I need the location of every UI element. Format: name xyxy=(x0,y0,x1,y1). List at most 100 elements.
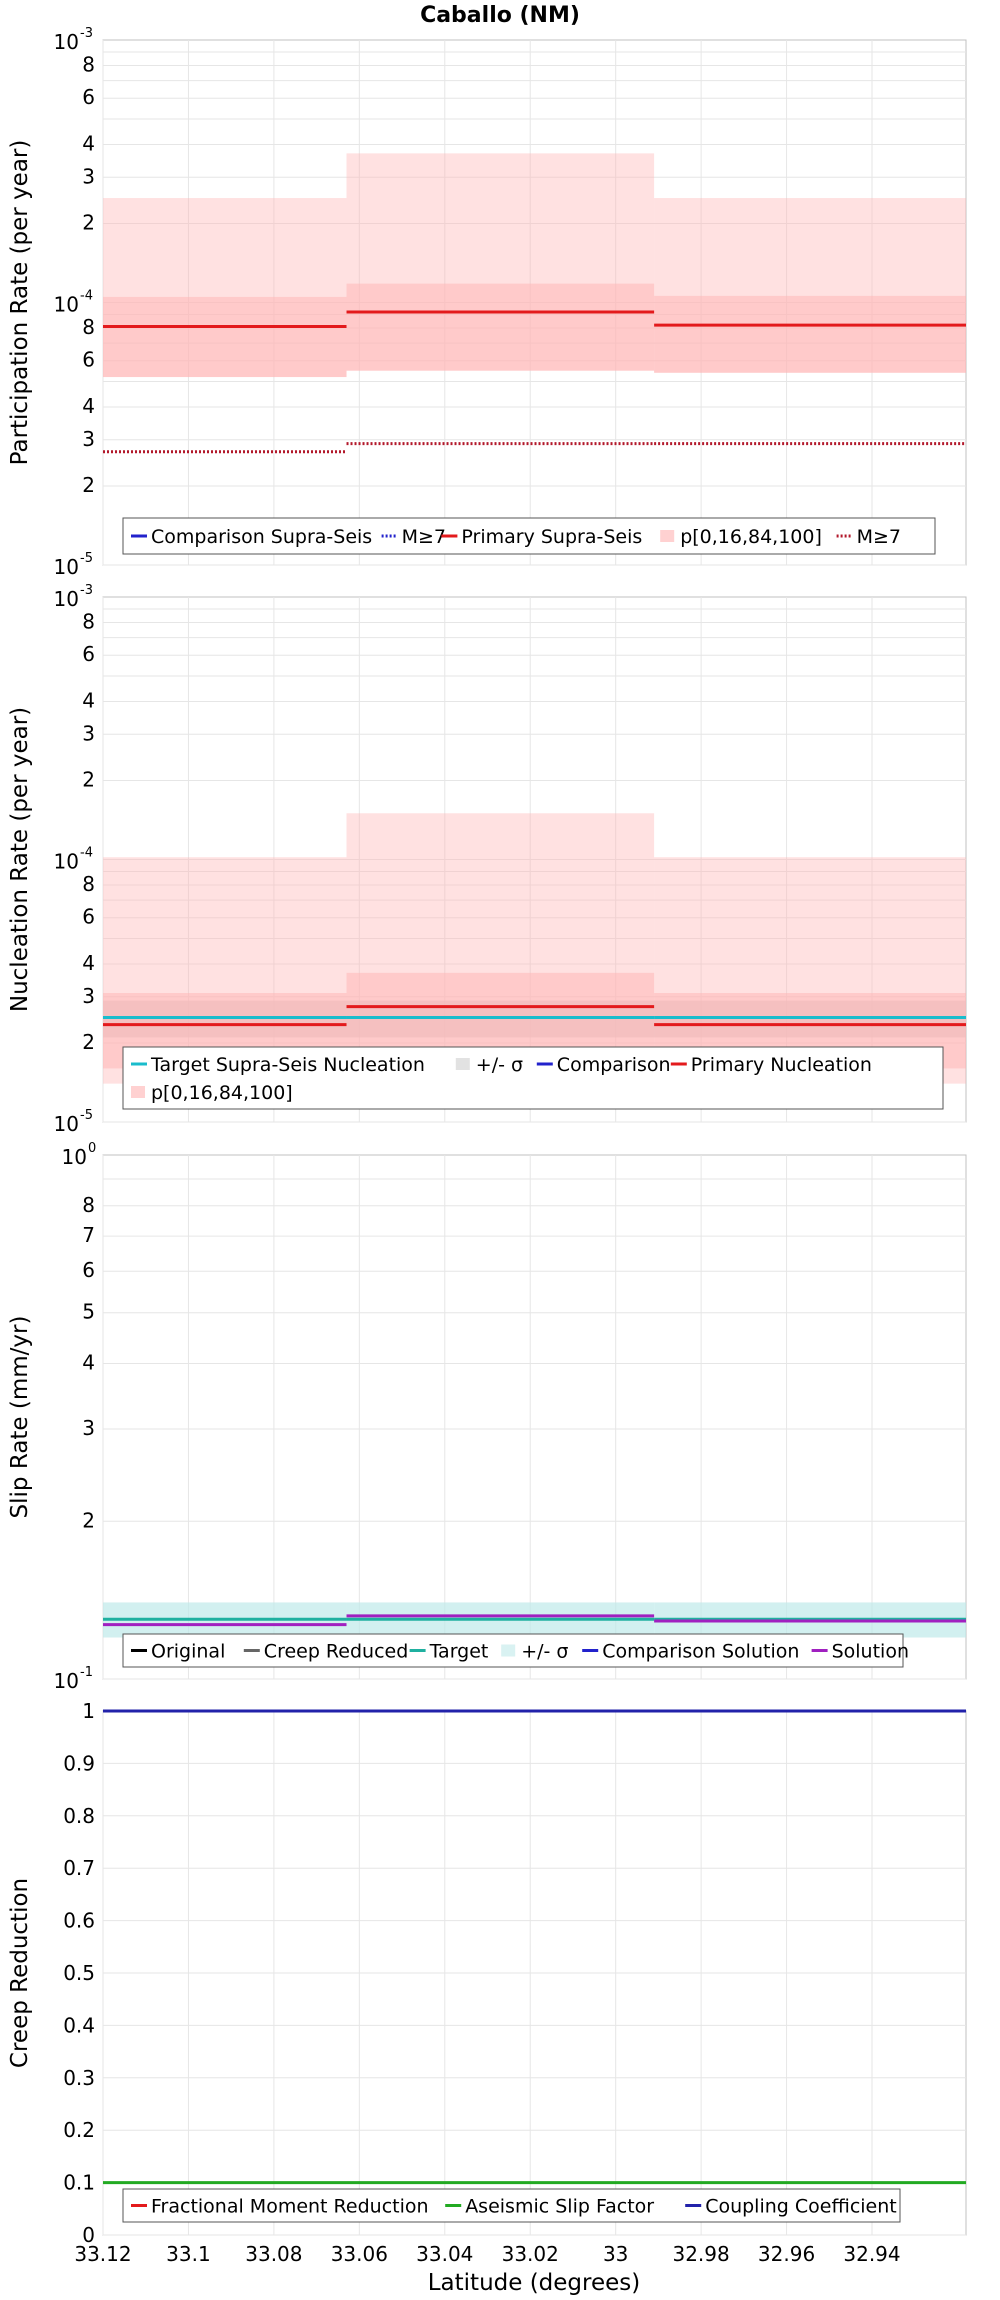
y-tick-label: 8 xyxy=(82,52,95,76)
y-tick-exponent: -5 xyxy=(80,551,93,566)
y-tick-label: 6 xyxy=(82,642,95,666)
y-axis-label: Nucleation Rate (per year) xyxy=(7,707,33,1012)
y-tick-exponent: -3 xyxy=(80,583,93,598)
y-tick-label: 7 xyxy=(82,1223,95,1247)
y-tick-label: 2 xyxy=(82,767,95,791)
chart-title: Caballo (NM) xyxy=(420,3,580,28)
x-axis-label: Latitude (degrees) xyxy=(428,2270,641,2296)
legend-label: M≥7 xyxy=(857,526,901,548)
legend-swatch xyxy=(455,1058,470,1070)
y-tick-label: 8 xyxy=(82,609,95,633)
y-tick-exponent: 0 xyxy=(88,1141,96,1156)
percentile-band-inner xyxy=(346,283,655,371)
y-tick-label: 5 xyxy=(82,1300,95,1324)
y-tick-label: 10 xyxy=(54,587,79,611)
y-tick-exponent: -4 xyxy=(80,289,93,304)
x-tick-label: 33 xyxy=(603,2242,628,2266)
legend-label: Comparison xyxy=(557,1054,671,1076)
x-tick-label: 32.98 xyxy=(672,2242,729,2266)
legend-label: +/- σ xyxy=(521,1641,568,1663)
y-tick-label: 4 xyxy=(82,394,95,418)
legend-label: Comparison Supra-Seis xyxy=(151,526,372,548)
y-tick-label: 8 xyxy=(82,872,95,896)
x-tick-label: 33.06 xyxy=(331,2242,388,2266)
x-tick-label: 33.1 xyxy=(166,2242,211,2266)
y-tick-label: 6 xyxy=(82,1258,95,1282)
y-tick-label: 10 xyxy=(54,555,79,579)
percentile-band-inner xyxy=(346,972,655,1055)
legend-label: Target xyxy=(429,1641,489,1663)
legend-label: M≥7 xyxy=(402,526,446,548)
y-tick-label: 4 xyxy=(82,688,95,712)
y-tick-label: 0.5 xyxy=(63,1961,95,1985)
y-tick-exponent: -1 xyxy=(80,1665,93,1680)
y-tick-label: 0.6 xyxy=(63,1909,95,1933)
y-tick-label: 0.7 xyxy=(63,1856,95,1880)
legend-label: Original xyxy=(151,1641,225,1663)
y-tick-label: 3 xyxy=(82,984,95,1008)
legend-swatch xyxy=(501,1644,516,1657)
legend-label: p[0,16,84,100] xyxy=(680,526,822,548)
y-tick-label: 10 xyxy=(54,1669,79,1693)
y-tick-label: 3 xyxy=(82,164,95,188)
y-tick-label: 2 xyxy=(82,1508,95,1532)
y-tick-label: 10 xyxy=(62,1145,87,1169)
y-tick-label: 0.8 xyxy=(63,1804,95,1828)
y-tick-label: 0.9 xyxy=(63,1751,95,1775)
y-tick-label: 6 xyxy=(82,348,95,372)
x-tick-label: 32.94 xyxy=(843,2242,900,2266)
y-tick-exponent: -3 xyxy=(80,26,93,41)
y-tick-exponent: -5 xyxy=(80,1108,93,1123)
y-tick-label: 10 xyxy=(54,1112,79,1136)
legend-swatch xyxy=(660,530,675,542)
legend-swatch xyxy=(131,1086,145,1098)
y-tick-label: 4 xyxy=(82,131,95,155)
creep-reduction-panel: 0 0.1 0.2 0.3 0.4 0.5 0.6 0.7 0.8 0.9 1 Creep Reduc… xyxy=(7,1699,967,2247)
y-tick-label: 0.3 xyxy=(63,2066,95,2090)
legend-label: Coupling Coefficient xyxy=(705,2196,897,2218)
legend-label: Solution xyxy=(832,1641,909,1663)
y-tick-label: 3 xyxy=(82,427,95,451)
y-tick-label: 8 xyxy=(82,315,95,339)
y-tick-label: 2 xyxy=(82,210,95,234)
x-tick-label: 32.96 xyxy=(758,2242,815,2266)
y-axis-label: Creep Reduction xyxy=(7,1878,33,2068)
y-tick-label: 6 xyxy=(82,905,95,929)
y-axis-label: Participation Rate (per year) xyxy=(7,140,33,466)
legend-label: Comparison Solution xyxy=(602,1641,799,1663)
legend-label: Fractional Moment Reduction xyxy=(151,2196,429,2218)
percentile-band-inner xyxy=(103,296,347,378)
legend-box xyxy=(122,2188,901,2223)
legend-label: Primary Nucleation xyxy=(691,1054,872,1076)
legend-label: Primary Supra-Seis xyxy=(461,526,642,548)
x-tick-label: 33.08 xyxy=(245,2242,302,2266)
y-tick-label: 4 xyxy=(82,1351,95,1375)
legend-box xyxy=(122,1046,944,1110)
y-tick-label: 10 xyxy=(54,850,79,874)
y-tick-label: 0.2 xyxy=(63,2118,95,2142)
plot-area xyxy=(102,1154,967,1680)
y-tick-label: 10 xyxy=(54,30,79,54)
y-tick-label: 1 xyxy=(82,1699,95,1723)
y-tick-exponent: -4 xyxy=(80,846,93,861)
x-tick-label: 33.02 xyxy=(502,2242,559,2266)
legend-label: p[0,16,84,100] xyxy=(151,1082,293,1104)
y-axis-label: Slip Rate (mm/yr) xyxy=(7,1316,33,1519)
y-tick-label: 0.1 xyxy=(63,2171,95,2195)
legend-box xyxy=(122,517,936,555)
legend-label: Target Supra-Seis Nucleation xyxy=(150,1054,425,1076)
x-tick-label: 33.12 xyxy=(74,2242,131,2266)
percentile-band-inner xyxy=(654,295,966,373)
y-tick-label: 2 xyxy=(82,1030,95,1054)
legend-label: +/- σ xyxy=(476,1054,523,1076)
legend-label: Aseismic Slip Factor xyxy=(465,2196,654,2218)
y-tick-label: 3 xyxy=(82,721,95,745)
y-tick-label: 2 xyxy=(82,473,95,497)
y-tick-label: 6 xyxy=(82,85,95,109)
y-tick-label: 4 xyxy=(82,951,95,975)
x-tick-label: 33.04 xyxy=(416,2242,473,2266)
